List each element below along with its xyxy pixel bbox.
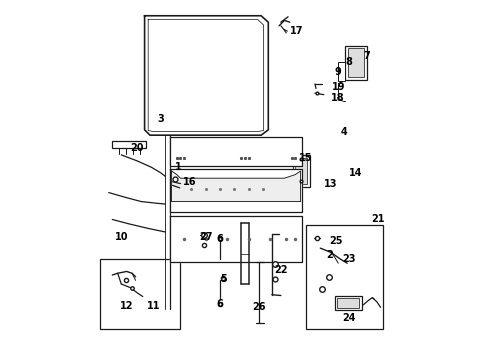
Bar	[335, 296, 362, 310]
Bar	[348, 48, 364, 77]
Polygon shape	[170, 169, 302, 212]
Text: 7: 7	[364, 51, 370, 61]
Bar	[306, 225, 383, 329]
Text: 20: 20	[131, 143, 144, 153]
Text: 8: 8	[345, 57, 352, 67]
Text: 22: 22	[274, 265, 288, 275]
Text: 26: 26	[252, 302, 266, 312]
Text: 27: 27	[199, 232, 212, 242]
Polygon shape	[172, 171, 300, 202]
Text: 17: 17	[290, 26, 304, 36]
Text: 2: 2	[326, 250, 333, 260]
Text: 25: 25	[330, 236, 343, 246]
Polygon shape	[145, 16, 269, 135]
Text: 18: 18	[331, 93, 345, 103]
Bar	[338, 62, 344, 81]
Bar	[100, 259, 180, 329]
Bar	[295, 158, 307, 184]
Bar	[112, 141, 147, 148]
Text: 19: 19	[332, 82, 345, 92]
Bar	[337, 298, 359, 308]
Text: 6: 6	[217, 234, 223, 244]
Text: 1: 1	[175, 162, 182, 172]
Text: 24: 24	[342, 313, 356, 323]
Text: 16: 16	[183, 177, 196, 187]
Text: 4: 4	[340, 127, 347, 136]
Text: 3: 3	[157, 114, 164, 124]
Text: 23: 23	[342, 254, 356, 264]
Text: 12: 12	[120, 301, 133, 311]
Text: 6: 6	[217, 299, 223, 309]
Bar	[345, 45, 367, 80]
Text: 13: 13	[324, 179, 338, 189]
Text: 21: 21	[371, 215, 385, 224]
Polygon shape	[170, 216, 302, 262]
Text: 5: 5	[220, 274, 227, 284]
Text: 11: 11	[147, 301, 160, 311]
Text: 9: 9	[335, 67, 342, 77]
Bar	[198, 143, 234, 161]
Text: 10: 10	[115, 232, 128, 242]
Bar	[294, 155, 310, 187]
Polygon shape	[170, 137, 302, 166]
Text: 14: 14	[349, 168, 363, 178]
Text: 15: 15	[299, 153, 313, 163]
